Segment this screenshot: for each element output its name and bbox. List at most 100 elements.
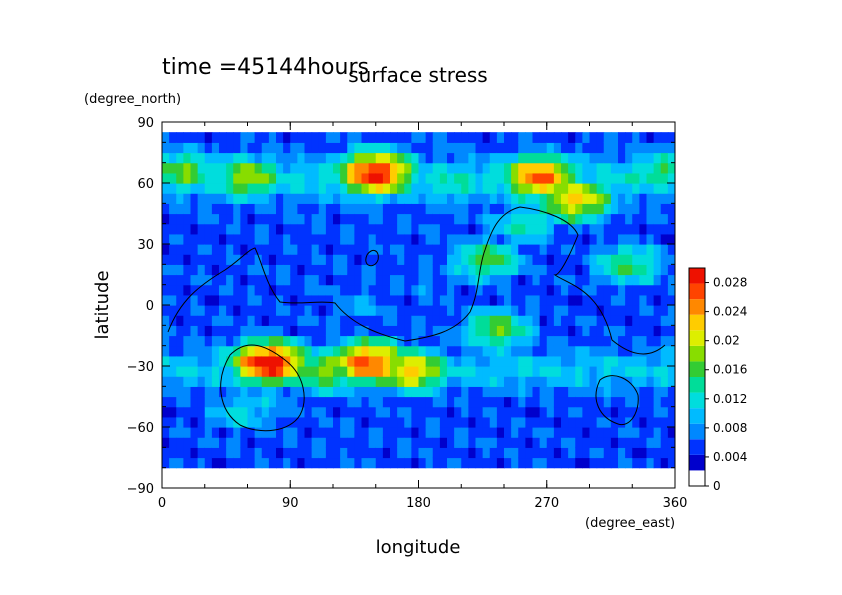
stress-cell — [211, 305, 220, 316]
stress-cell — [532, 386, 541, 398]
stress-cell — [226, 162, 234, 174]
stress-cell — [233, 345, 241, 357]
stress-cell — [610, 152, 619, 164]
stress-cell — [439, 355, 448, 367]
stress-cell — [468, 172, 477, 184]
stress-cell — [283, 305, 291, 316]
stress-cell — [518, 396, 526, 408]
stress-cell — [667, 457, 675, 469]
stress-cell — [276, 396, 284, 408]
stress-cell — [162, 315, 170, 326]
stress-cell — [382, 355, 391, 367]
stress-cell — [561, 284, 569, 296]
stress-cell — [639, 162, 648, 174]
stress-cell — [561, 386, 569, 398]
stress-cell — [532, 294, 541, 306]
stress-cell — [568, 325, 576, 337]
stress-cell — [254, 142, 263, 154]
stress-cell — [197, 203, 206, 215]
stress-cell — [489, 162, 498, 174]
stress-cell — [397, 437, 405, 448]
stress-cell — [461, 274, 469, 286]
stress-cell — [546, 355, 555, 367]
stress-cell — [340, 172, 348, 184]
stress-cell — [496, 376, 505, 387]
stress-cell — [304, 172, 313, 184]
stress-cell — [504, 325, 512, 337]
stress-cell — [418, 203, 427, 215]
stress-cell — [582, 162, 591, 174]
stress-cell — [219, 142, 227, 154]
stress-cell — [190, 244, 199, 255]
stress-cell — [247, 183, 256, 194]
stress-cell — [247, 345, 256, 357]
stress-cell — [504, 193, 512, 204]
stress-cell — [461, 152, 469, 164]
stress-cell — [390, 457, 398, 469]
stress-cell — [276, 406, 284, 418]
stress-cell — [204, 427, 213, 438]
stress-cell — [254, 244, 263, 255]
stress-cell — [653, 274, 662, 286]
stress-cell — [219, 203, 227, 215]
stress-cell — [518, 152, 526, 164]
stress-cell — [625, 203, 633, 215]
stress-cell — [525, 233, 534, 245]
stress-cell — [504, 315, 512, 326]
stress-cell — [646, 376, 655, 387]
stress-cell — [632, 152, 640, 164]
stress-cell — [504, 142, 512, 154]
stress-cell — [311, 284, 320, 296]
stress-cell — [511, 244, 519, 255]
stress-cell — [318, 203, 327, 215]
stress-cell — [610, 183, 619, 194]
stress-cell — [375, 315, 384, 326]
stress-cell — [575, 223, 583, 235]
stress-cell — [432, 172, 441, 184]
stress-cell — [653, 457, 662, 469]
stress-cell — [425, 305, 434, 316]
stress-cell — [268, 325, 277, 337]
stress-cell — [489, 152, 498, 164]
stress-cell — [546, 244, 555, 255]
stress-cell — [632, 437, 640, 448]
stress-cell — [568, 213, 576, 225]
stress-cell — [475, 396, 484, 408]
stress-cell — [489, 244, 498, 255]
stress-cell — [397, 345, 405, 357]
stress-cell — [268, 315, 277, 326]
stress-cell — [333, 457, 341, 469]
stress-cell — [176, 447, 184, 459]
stress-cell — [397, 366, 405, 377]
stress-cell — [311, 305, 320, 316]
stress-cell — [226, 294, 234, 306]
stress-cell — [610, 142, 619, 154]
stress-cell — [190, 213, 199, 225]
stress-cell — [247, 427, 256, 438]
stress-cell — [603, 213, 612, 225]
stress-cell — [190, 376, 199, 387]
stress-cell — [589, 254, 598, 265]
stress-cell — [368, 315, 377, 326]
stress-cell — [397, 132, 405, 143]
stress-cell — [311, 457, 320, 469]
stress-cell — [447, 416, 455, 428]
stress-cell — [197, 254, 206, 265]
stress-cell — [233, 437, 241, 448]
stress-cell — [475, 284, 484, 296]
stress-cell — [489, 305, 498, 316]
stress-cell — [646, 213, 655, 225]
stress-cell — [618, 447, 626, 459]
stress-cell — [411, 427, 420, 438]
stress-cell — [568, 172, 576, 184]
stress-cell — [418, 315, 427, 326]
stress-cell — [561, 132, 569, 143]
stress-cell — [211, 152, 220, 164]
stress-cell — [233, 254, 241, 265]
coastline-south-america — [220, 344, 305, 432]
stress-cell — [254, 325, 263, 337]
stress-cell — [290, 254, 298, 265]
stress-cell — [518, 416, 526, 428]
stress-cell — [162, 284, 170, 296]
stress-cell — [632, 376, 640, 387]
